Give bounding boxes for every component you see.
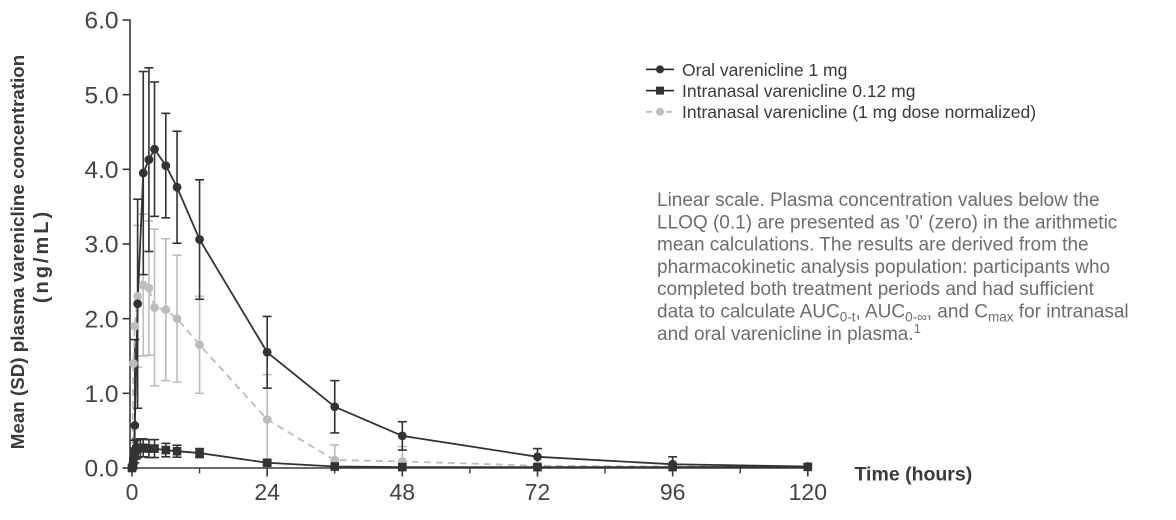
svg-text:0.0: 0.0	[84, 456, 118, 483]
svg-text:72: 72	[525, 479, 551, 505]
svg-text:and oral varenicline in plasma: and oral varenicline in plasma.1	[657, 321, 921, 345]
svg-text:Linear scale. Plasma concentra: Linear scale. Plasma concentration value…	[657, 190, 1100, 211]
svg-text:2.0: 2.0	[84, 306, 118, 333]
svg-text:0: 0	[126, 479, 139, 505]
svg-text:mean calculations. The results: mean calculations. The results are deriv…	[657, 235, 1089, 256]
svg-text:Intranasal varenicline 0.12 mg: Intranasal varenicline 0.12 mg	[682, 81, 915, 101]
svg-text:96: 96	[660, 479, 686, 505]
svg-text:completed both treatment perio: completed both treatment periods and had…	[657, 279, 1095, 300]
svg-text:120: 120	[789, 479, 827, 505]
svg-text:LLOQ (0.1) are presented as '0: LLOQ (0.1) are presented as '0' (zero) i…	[657, 212, 1117, 233]
svg-text:3.0: 3.0	[84, 232, 118, 259]
svg-text:data to calculate AUC0-t, AUC0: data to calculate AUC0-t, AUC0-∞, and Cm…	[657, 302, 1129, 325]
svg-text:4.0: 4.0	[84, 157, 118, 184]
svg-text:Intranasal varenicline (1 mg d: Intranasal varenicline (1 mg dose normal…	[682, 102, 1036, 122]
svg-text:1.0: 1.0	[84, 381, 118, 408]
svg-text:5.0: 5.0	[84, 82, 118, 109]
svg-text:(ng/mL): (ng/mL)	[31, 209, 53, 303]
svg-text:pharmacokinetic analysis popul: pharmacokinetic analysis population: par…	[657, 257, 1110, 278]
svg-text:Oral varenicline 1 mg: Oral varenicline 1 mg	[682, 60, 847, 80]
svg-text:6.0: 6.0	[84, 8, 118, 35]
svg-text:Mean (SD) plasma varenicline c: Mean (SD) plasma varenicline concentrati…	[7, 55, 28, 450]
svg-text:48: 48	[390, 479, 416, 505]
svg-text:24: 24	[254, 479, 280, 505]
svg-text:Time (hours): Time (hours)	[855, 464, 973, 486]
